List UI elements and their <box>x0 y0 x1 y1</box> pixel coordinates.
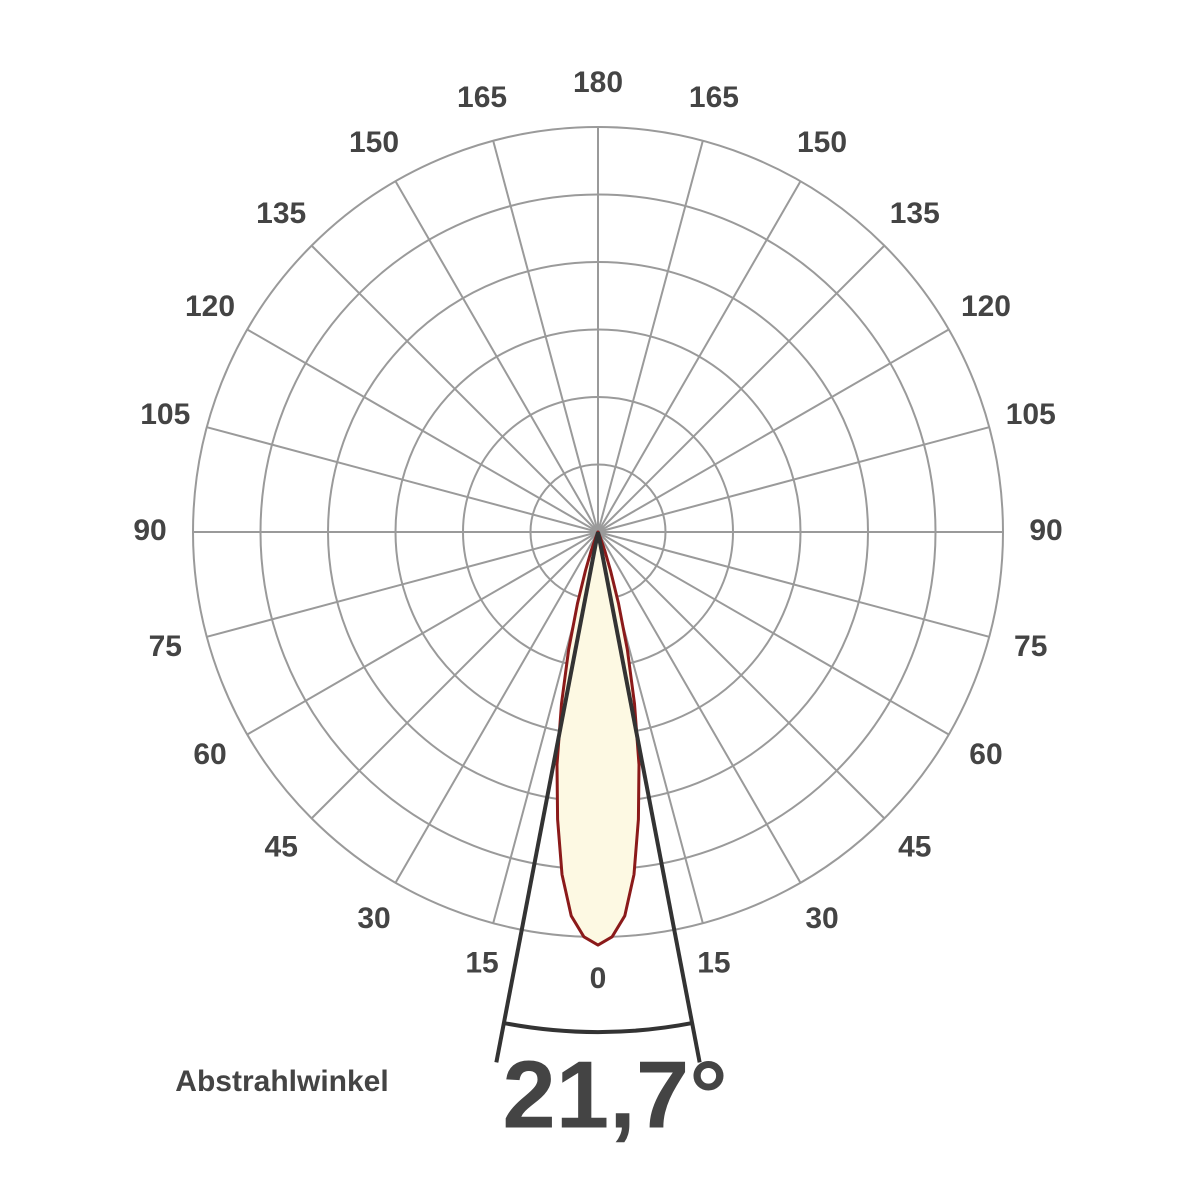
angle-label: 180 <box>573 66 623 99</box>
grid-spoke <box>394 531 599 884</box>
angle-label: 30 <box>357 902 390 935</box>
beam-arc <box>503 1021 693 1034</box>
grid-spoke <box>597 328 950 533</box>
angle-label: 75 <box>149 630 182 663</box>
grid-spoke <box>246 328 599 533</box>
angle-label: 45 <box>898 831 931 864</box>
grid-spoke <box>597 244 886 533</box>
angle-label: 60 <box>193 738 226 771</box>
grid-spoke <box>597 140 704 533</box>
beam-line <box>494 531 600 1063</box>
grid-spoke <box>597 531 886 820</box>
angle-label: 120 <box>961 290 1011 323</box>
angle-label: 135 <box>256 197 306 230</box>
grid-spoke <box>492 140 599 533</box>
grid-spoke <box>310 531 599 820</box>
angle-label: 75 <box>1014 630 1047 663</box>
angle-label: 90 <box>1029 514 1062 547</box>
grid-spoke <box>310 244 599 533</box>
grid-spoke <box>597 531 950 736</box>
grid-spoke <box>597 426 990 533</box>
angle-label: 60 <box>969 738 1002 771</box>
angle-label: 0 <box>590 962 607 995</box>
grid-spoke <box>394 180 599 533</box>
beam-caption: Abstrahlwinkel <box>175 1065 388 1098</box>
angle-label: 120 <box>185 290 235 323</box>
grid-spoke <box>246 531 599 736</box>
angle-label: 15 <box>465 947 498 980</box>
beam-angle-label: 21,7° <box>502 1041 727 1148</box>
beam-line <box>596 531 702 1063</box>
angle-label: 150 <box>349 126 399 159</box>
angle-label: 105 <box>140 398 190 431</box>
grid-spoke <box>206 426 599 533</box>
angle-label: 165 <box>457 81 507 114</box>
grid-spoke <box>597 531 990 638</box>
angle-label: 45 <box>265 831 298 864</box>
grid-spoke <box>597 531 802 884</box>
grid-spoke <box>597 180 802 533</box>
angle-label: 150 <box>797 126 847 159</box>
angle-label: 15 <box>697 947 730 980</box>
angle-label: 135 <box>890 197 940 230</box>
angle-label: 30 <box>805 902 838 935</box>
angle-label: 105 <box>1006 398 1056 431</box>
angle-label: 165 <box>689 81 739 114</box>
grid-spoke <box>206 531 599 638</box>
angle-label: 90 <box>133 514 166 547</box>
